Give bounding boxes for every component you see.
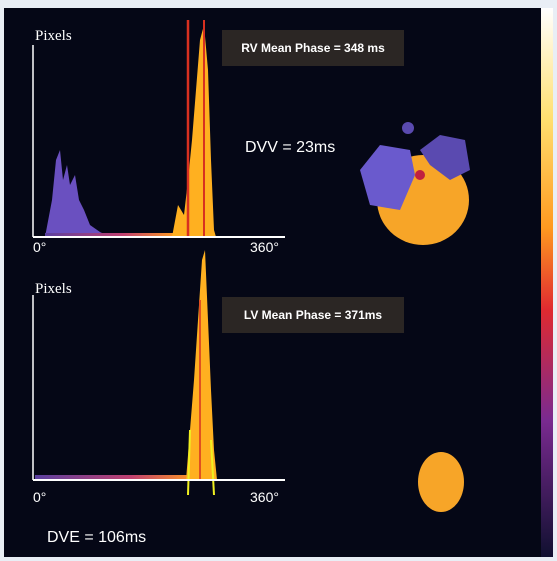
bandwidth: DVV = 23ms [245,139,335,156]
annotation: RV Mean Phase = 348 ms [241,41,385,55]
axis-label: Pixels [35,28,72,44]
image-panel [4,8,553,557]
bandwidth: DVE = 106ms [47,529,146,546]
x-end-label: 360° [250,239,279,255]
axis-label: Pixels [35,281,72,297]
annotation: LV Mean Phase = 371ms [244,308,383,322]
screenshot: Pixels RV Mean Phase = 348 ms DVV = 23ms… [0,0,557,561]
x-start-label: 0° [33,239,46,255]
color-bar [541,8,553,557]
x-start-label: 0° [33,489,46,505]
x-end-label: 360° [250,489,279,505]
